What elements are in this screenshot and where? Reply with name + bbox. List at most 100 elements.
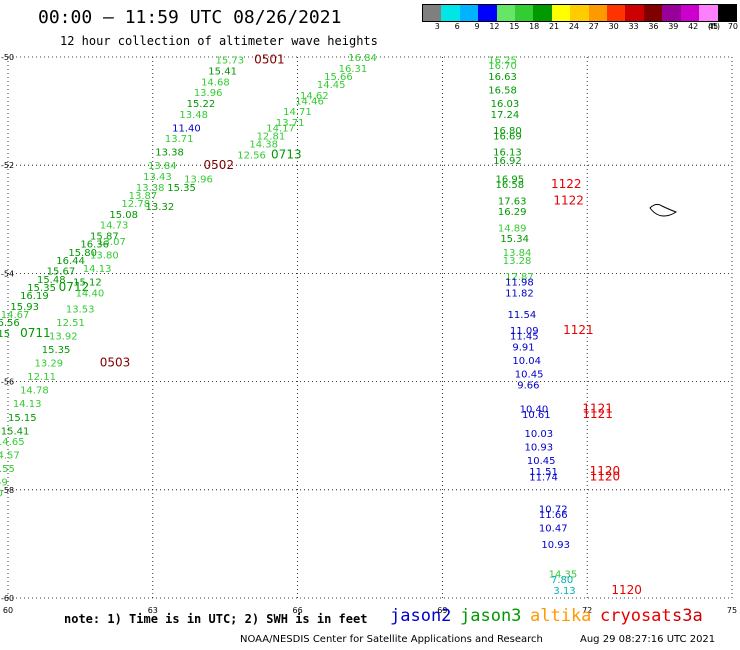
wave-height-label: 9.91 — [512, 342, 534, 353]
scale-swatch — [459, 5, 479, 21]
wave-height-label: 10.93 — [524, 443, 553, 454]
wave-height-label: 14.71 — [283, 107, 312, 118]
lat-lon-grid — [7, 56, 733, 599]
y-tick-label: -60 — [1, 594, 14, 603]
wave-height-label: 13.48 — [179, 110, 208, 121]
wave-height-label: 16.29 — [498, 207, 527, 218]
wave-height-label: 14.78 — [20, 386, 49, 397]
scale-label: 36 — [648, 22, 659, 31]
wave-height-label: 12.87 — [505, 272, 534, 283]
wave-height-label: 16.15 — [0, 329, 10, 340]
wave-height-label: 15.08 — [109, 210, 138, 221]
pass-time-label: 1121 — [563, 323, 594, 337]
wave-height-label: 16.58 — [495, 180, 524, 191]
wave-height-label: 14.40 — [76, 288, 105, 299]
footer-credit: NOAA/NESDIS Center for Satellite Applica… — [240, 634, 543, 645]
scale-unit: (ft) — [708, 22, 721, 31]
scale-label: 39 — [668, 22, 679, 31]
wave-height-label: 14.13 — [13, 399, 42, 410]
wave-height-label: 16.25 — [488, 56, 517, 67]
wave-height-label: 15.41 — [1, 426, 30, 437]
wave-height-label: 16.19 — [20, 291, 49, 302]
wave-height-label: 16.56 — [0, 318, 20, 329]
wave-height-label: 10.45 — [527, 456, 556, 467]
wave-height-label: 11.40 — [172, 123, 201, 134]
wave-height-label: 14.10 — [0, 489, 3, 500]
wave-height-label: 15.73 — [216, 56, 245, 67]
wave-height-label: 15.93 — [10, 302, 39, 313]
wave-height-label: 13.87 — [129, 191, 158, 202]
scale-swatch — [533, 5, 552, 21]
wave-height-label: 10.47 — [539, 524, 568, 535]
wave-height-label: 15.87 — [90, 232, 119, 243]
wave-height-label: 11.51 — [529, 467, 558, 478]
wave-height-label: 15.35 — [167, 183, 196, 194]
wave-height-label: 16.44 — [56, 256, 85, 267]
scale-label: 6 — [454, 22, 460, 31]
wave-height-label: 11.74 — [529, 472, 558, 483]
wave-height-label: 13.96 — [184, 175, 213, 186]
island-shape — [649, 203, 678, 217]
scale-label: 30 — [608, 22, 619, 31]
wave-height-label: 14.17 — [266, 123, 295, 134]
wave-height-label: 14.59 — [0, 478, 8, 489]
wave-height-label: 13.32 — [146, 202, 175, 213]
footer-timestamp: Aug 29 08:27:16 UTC 2021 — [580, 634, 716, 645]
wave-height-label: 14.46 — [295, 96, 324, 107]
wave-height-label: 14.62 — [300, 91, 329, 102]
map-subtitle: 12 hour collection of altimeter wave hei… — [60, 34, 378, 48]
wave-height-label: 12.78 — [121, 199, 150, 210]
satellite-cryosat: cryosat — [600, 606, 672, 626]
wave-height-label: 14.57 — [0, 451, 20, 462]
wave-height-label: 16.63 — [488, 72, 517, 83]
scale-swatch — [496, 5, 516, 21]
scale-swatch — [588, 5, 608, 21]
scale-label: 9 — [474, 22, 480, 31]
scale-swatch — [699, 5, 718, 21]
wave-height-label: 13.92 — [49, 332, 78, 343]
wave-height-label: 10.45 — [515, 369, 544, 380]
wave-height-label: 15.35 — [27, 283, 56, 294]
wave-height-label: 11.45 — [510, 332, 539, 343]
wave-height-label: 13.80 — [90, 250, 119, 261]
satellite-s3a: s3a — [672, 606, 703, 626]
map-title: 00:00 – 11:59 UTC 08/26/2021 — [38, 7, 342, 28]
wave-height-label: 15.41 — [208, 67, 237, 78]
x-tick-label: 72 — [582, 606, 592, 615]
scale-label: 24 — [568, 22, 579, 31]
wave-height-label: 14.73 — [100, 221, 129, 232]
wave-height-label: 17.24 — [491, 110, 520, 121]
wave-height-label: 14.13 — [83, 264, 112, 275]
wave-height-label: 3.13 — [553, 586, 575, 597]
wave-height-label: 15.15 — [8, 413, 37, 424]
pass-time-label: 1120 — [590, 464, 621, 478]
pass-time-label: 0502 — [203, 158, 234, 172]
wave-height-label: 15.66 — [324, 72, 353, 83]
wave-height-label: 15.12 — [73, 278, 102, 289]
wave-height-label: 11.98 — [505, 278, 534, 289]
y-tick-label: -54 — [1, 269, 14, 278]
axis-ticks: 60 63 66 69 72 75 -50 -52 -54 -56 -58 -60 — [1, 53, 737, 615]
wave-height-label: 15.48 — [37, 275, 66, 286]
wave-height-label: 14.38 — [249, 140, 278, 151]
wave-height-label: 12.51 — [56, 318, 85, 329]
wave-height-label: 14.65 — [0, 437, 25, 448]
wave-height-label: 12.81 — [257, 131, 286, 142]
wave-height-label: 14.45 — [317, 80, 346, 91]
scale-swatch — [717, 5, 736, 21]
wave-height-label: 15.80 — [68, 248, 97, 259]
pass-time-label: 0711 — [20, 326, 51, 340]
wave-height-label: 16.58 — [488, 85, 517, 96]
wave-height-label: 13.84 — [503, 248, 532, 259]
y-tick-label: -58 — [1, 486, 14, 495]
wave-height-label: 11.09 — [510, 326, 539, 337]
color-scale — [422, 4, 737, 22]
wave-height-label: 13.38 — [136, 183, 165, 194]
scale-label: 70 — [727, 22, 738, 31]
wave-height-label: 11.66 — [539, 510, 568, 521]
scale-label: 33 — [628, 22, 639, 31]
pass-time-label: 1121 — [582, 402, 613, 416]
pass-time-label: 1121 — [582, 407, 613, 421]
